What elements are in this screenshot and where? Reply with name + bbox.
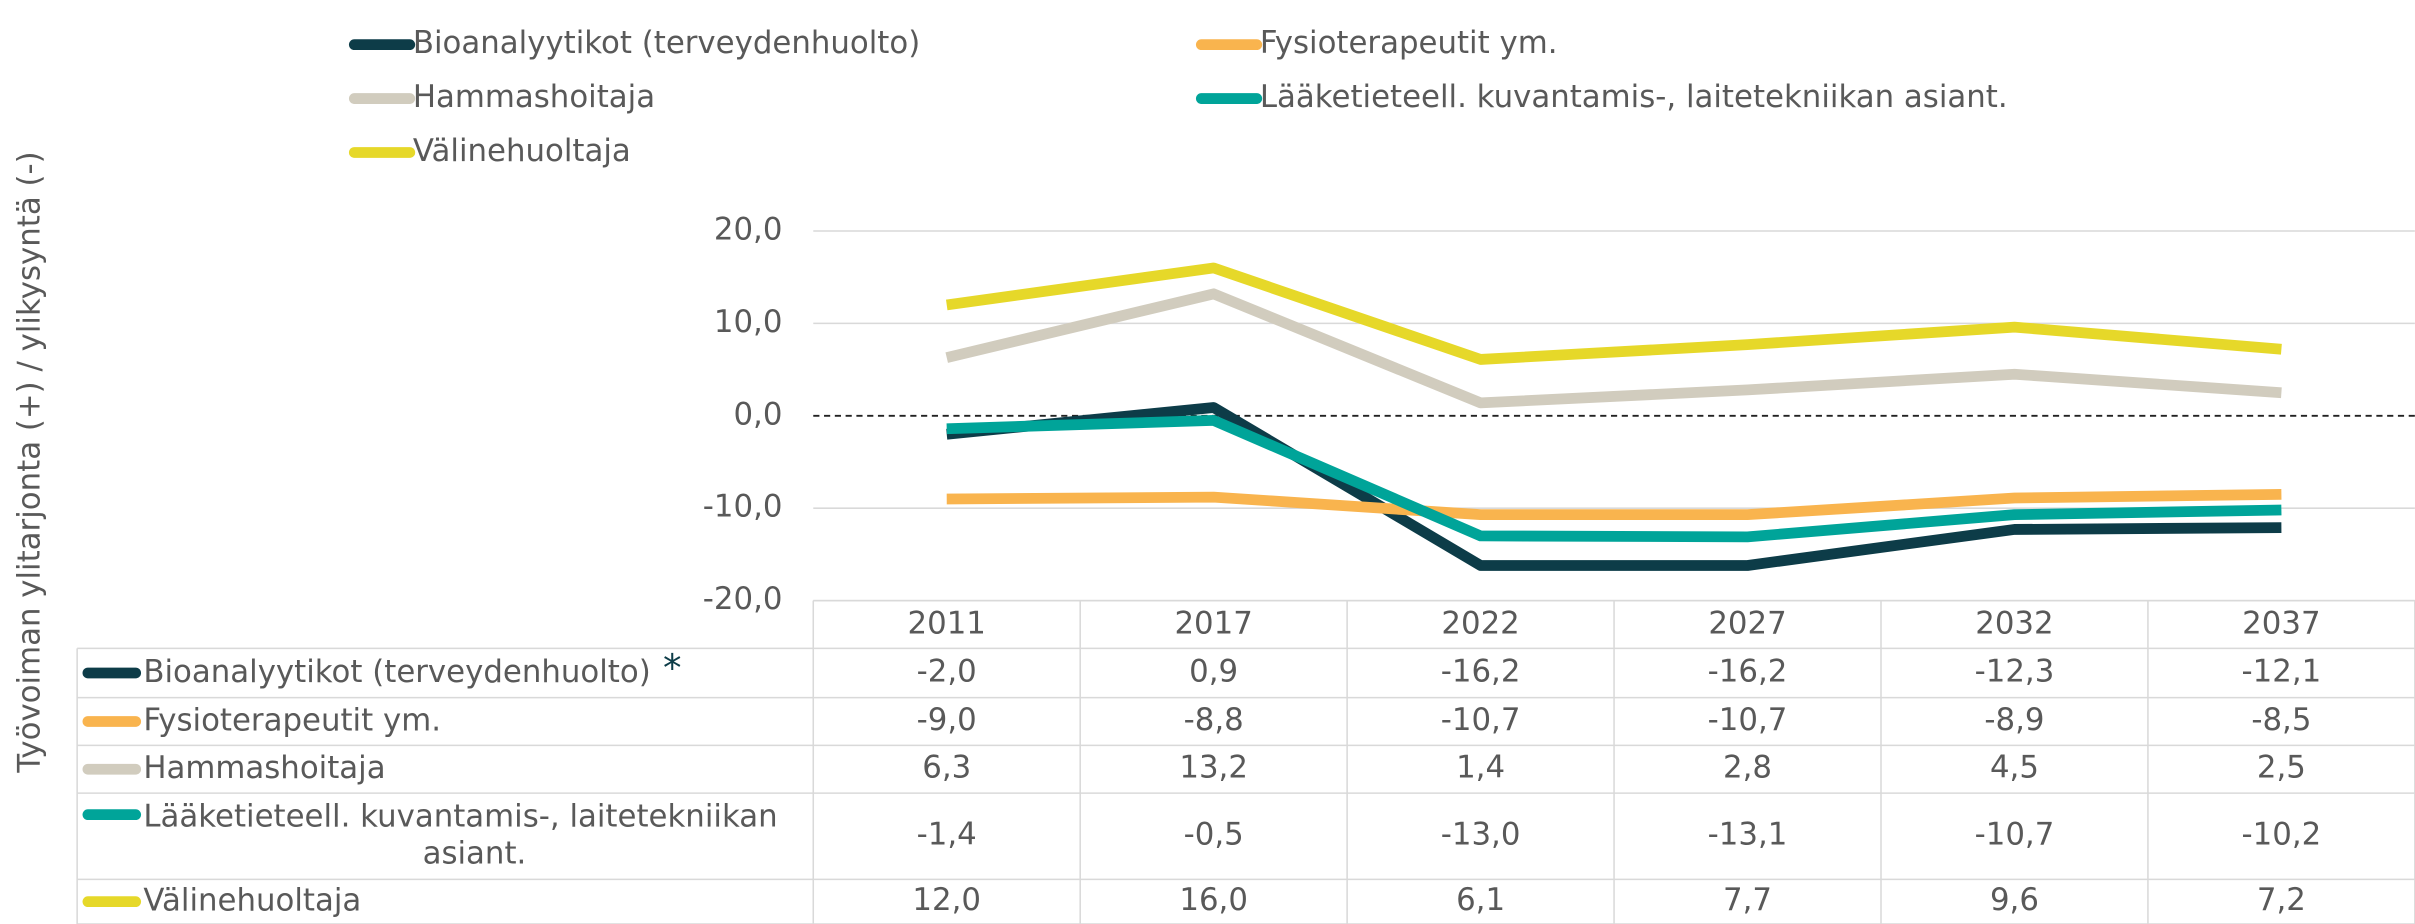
table-marker: * xyxy=(663,646,681,689)
table-value: 13,2 xyxy=(1179,750,1248,786)
series-line xyxy=(946,488,2282,521)
y-tick-label: -10,0 xyxy=(703,489,783,525)
x-tick-label: 2011 xyxy=(908,606,986,642)
table-value: 7,7 xyxy=(1723,882,1772,918)
x-tick-label: 2017 xyxy=(1174,606,1252,642)
table-value: -13,0 xyxy=(1441,817,1521,853)
table-value: -8,5 xyxy=(2251,702,2311,738)
table-value: 1,4 xyxy=(1456,750,1505,786)
table-value: -16,2 xyxy=(1708,653,1788,689)
legend-label: Lääketieteell. kuvantamis-, laitetekniik… xyxy=(1260,79,2008,115)
x-tick-label: 2022 xyxy=(1441,606,1519,642)
table-row-label: Välinehuoltaja xyxy=(143,882,361,918)
table-value: -12,3 xyxy=(1975,653,2055,689)
table-value: -10,7 xyxy=(1708,702,1788,738)
x-tick-label: 2037 xyxy=(2242,606,2320,642)
table-row-label: Bioanalyytikot (terveydenhuolto) xyxy=(143,653,650,689)
table-value: -10,2 xyxy=(2242,817,2322,853)
table-value: -1,4 xyxy=(917,817,977,853)
table-row-label: Hammashoitaja xyxy=(143,750,385,786)
table-value: -12,1 xyxy=(2242,653,2322,689)
table-value: 0,9 xyxy=(1189,653,1238,689)
y-axis-label: Työvoiman ylitarjonta (+) / ylikysyntä (… xyxy=(11,151,47,773)
legend-label: Hammashoitaja xyxy=(413,79,655,115)
y-tick-label: 0,0 xyxy=(733,396,782,432)
series-line xyxy=(945,288,2282,409)
table-value: 9,6 xyxy=(1990,882,2039,918)
table-value: -13,1 xyxy=(1708,817,1788,853)
series-line xyxy=(946,402,2282,571)
table-value: 6,3 xyxy=(922,750,971,786)
table-value: 6,1 xyxy=(1456,882,1505,918)
legend-label: Bioanalyytikot (terveydenhuolto) xyxy=(413,25,920,61)
table-value: -9,0 xyxy=(917,702,977,738)
table-value: -2,0 xyxy=(917,653,977,689)
table-value: 7,2 xyxy=(2257,882,2306,918)
table-value: 16,0 xyxy=(1179,882,1248,918)
y-tick-label: 20,0 xyxy=(714,212,783,248)
table-value: -10,7 xyxy=(1441,702,1521,738)
legend-label: Fysioterapeutit ym. xyxy=(1260,25,1558,61)
table-value: 4,5 xyxy=(1990,750,2039,786)
table-row-label: Fysioterapeutit ym. xyxy=(143,702,441,738)
x-tick-label: 2027 xyxy=(1708,606,1786,642)
table-value: -0,5 xyxy=(1184,817,1244,853)
series-line xyxy=(946,415,2282,543)
x-tick-label: 2032 xyxy=(1975,606,2053,642)
table-value: -10,7 xyxy=(1975,817,2055,853)
table-value: 2,5 xyxy=(2257,750,2306,786)
series-line xyxy=(945,262,2282,365)
table-value: -8,9 xyxy=(1984,702,2044,738)
table-row-label: Lääketieteell. kuvantamis-, laitetekniik… xyxy=(143,798,777,871)
table-value: -8,8 xyxy=(1184,702,1244,738)
table-value: 12,0 xyxy=(912,882,981,918)
y-tick-label: -20,0 xyxy=(703,581,783,617)
table-value: -16,2 xyxy=(1441,653,1521,689)
table-value: 2,8 xyxy=(1723,750,1772,786)
legend-label: Välinehuoltaja xyxy=(413,133,631,169)
y-tick-label: 10,0 xyxy=(714,304,783,340)
